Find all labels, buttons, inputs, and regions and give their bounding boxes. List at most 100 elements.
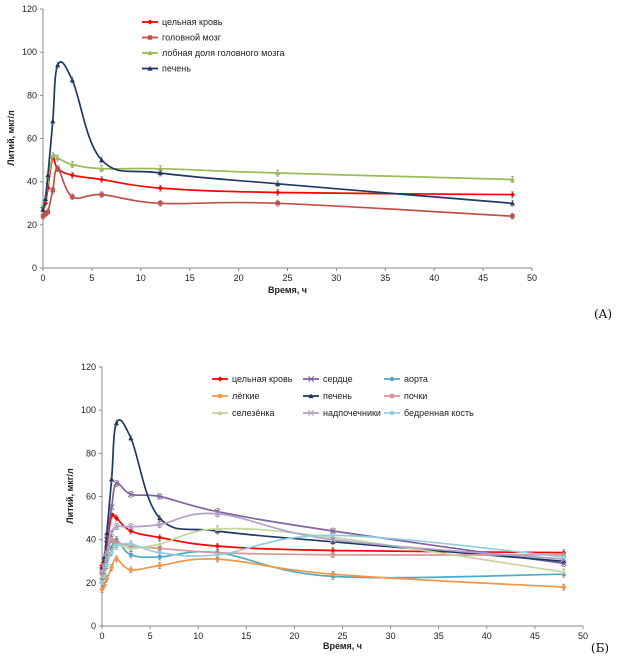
- data-point: [99, 580, 105, 586]
- series-4: [40, 61, 516, 214]
- data-point: [157, 541, 163, 547]
- data-point: [214, 543, 221, 549]
- data-point: [157, 166, 163, 171]
- data-point: [561, 584, 566, 590]
- data-point: [128, 545, 134, 551]
- legend-marker: [217, 410, 223, 416]
- data-point: [561, 554, 566, 560]
- data-point: [330, 571, 336, 577]
- data-point: [157, 563, 162, 568]
- x-tick-label: 0: [40, 273, 45, 283]
- data-point: [158, 201, 163, 206]
- x-tick-label: 50: [578, 631, 588, 641]
- legend-label: печень: [162, 64, 191, 74]
- data-point: [157, 170, 163, 176]
- legend-label: бедренная кость: [404, 408, 474, 418]
- data-point: [127, 523, 134, 530]
- data-point: [127, 491, 134, 498]
- data-point: [104, 563, 110, 568]
- data-point: [329, 536, 336, 543]
- legend-marker: [308, 376, 314, 382]
- x-tick-label: 40: [482, 631, 492, 641]
- data-point: [50, 188, 55, 193]
- legend: цельная кровь лёгкие селезёнка сердце печень…: [212, 374, 474, 418]
- data-point: [99, 192, 104, 197]
- data-point: [99, 157, 105, 163]
- data-point: [128, 541, 134, 547]
- legend-label: селезёнка: [232, 408, 275, 418]
- data-point: [103, 549, 110, 556]
- data-point: [157, 550, 162, 555]
- data-point: [50, 118, 56, 124]
- data-point: [104, 530, 110, 536]
- data-point: [509, 192, 516, 198]
- data-point: [275, 189, 281, 196]
- legend-marker: [147, 65, 153, 71]
- x-tick-label: 45: [478, 273, 488, 283]
- legend-label: надпочечники: [323, 408, 381, 418]
- data-point: [128, 435, 134, 441]
- data-point: [102, 574, 107, 579]
- x-tick-label: 30: [386, 631, 396, 641]
- y-tick-label: 120: [22, 4, 37, 14]
- y-tick-label: 100: [81, 405, 96, 415]
- x-tick-label: 45: [530, 631, 540, 641]
- data-point: [69, 77, 75, 83]
- y-tick-label: 100: [22, 47, 37, 57]
- legend-label: аорта: [404, 374, 428, 384]
- y-tick-label: 20: [86, 578, 96, 588]
- x-axis-label: Время, ч: [268, 285, 307, 295]
- y-axis-label: Литий, мкг/л: [6, 110, 16, 166]
- data-point: [156, 521, 163, 528]
- legend-label: печень: [323, 391, 352, 401]
- y-tick-label: 20: [27, 220, 37, 230]
- series-9: [99, 532, 566, 587]
- data-point: [113, 515, 120, 521]
- data-point: [275, 181, 281, 186]
- data-point: [330, 547, 336, 554]
- y-axis-label: Литий, мкг/л: [65, 468, 75, 524]
- x-tick-label: 40: [429, 273, 439, 283]
- y-tick-label: 40: [86, 535, 96, 545]
- x-tick-label: 20: [289, 631, 299, 641]
- data-point: [55, 62, 61, 68]
- y-tick-label: 40: [27, 177, 37, 187]
- data-point: [214, 526, 221, 531]
- legend-label: цельная кровь: [232, 374, 293, 384]
- data-point: [42, 196, 49, 202]
- data-point: [157, 534, 163, 541]
- x-tick-label: 25: [337, 631, 347, 641]
- x-tick-label: 15: [185, 273, 195, 283]
- data-point: [128, 567, 134, 573]
- data-point: [509, 200, 516, 206]
- data-point: [108, 530, 115, 537]
- x-tick-label: 30: [331, 273, 341, 283]
- x-tick-label: 15: [241, 631, 251, 641]
- legend-label: почки: [404, 391, 427, 401]
- legend-marker: [389, 410, 395, 416]
- x-tick-label: 10: [136, 273, 146, 283]
- data-point: [109, 550, 114, 555]
- legend-label: сердце: [323, 374, 353, 384]
- series-2: [40, 165, 515, 220]
- y-tick-label: 60: [86, 492, 96, 502]
- data-point: [113, 523, 120, 530]
- legend-label: головной мозг: [162, 33, 222, 43]
- data-point: [157, 185, 163, 191]
- data-point: [45, 172, 51, 178]
- data-point: [99, 569, 105, 575]
- legend-marker: [147, 19, 153, 25]
- legend-marker: [217, 393, 223, 399]
- x-tick-label: 35: [380, 273, 390, 283]
- y-tick-label: 60: [27, 134, 37, 144]
- legend-marker: [308, 393, 314, 399]
- y-tick-label: 80: [27, 90, 37, 100]
- data-point: [43, 211, 48, 217]
- data-point: [330, 552, 336, 557]
- data-point: [55, 155, 61, 161]
- legend: цельная кровь головной мозг лобная доля го…: [142, 17, 284, 74]
- chart-panel-a: 0 5 10 15 20 25 30 35 40 45 50 0 20 40 60 80 100 120 Время…: [6, 4, 612, 321]
- legend-marker: [389, 376, 395, 382]
- legend-marker: [217, 376, 223, 382]
- legend-marker: [308, 410, 314, 416]
